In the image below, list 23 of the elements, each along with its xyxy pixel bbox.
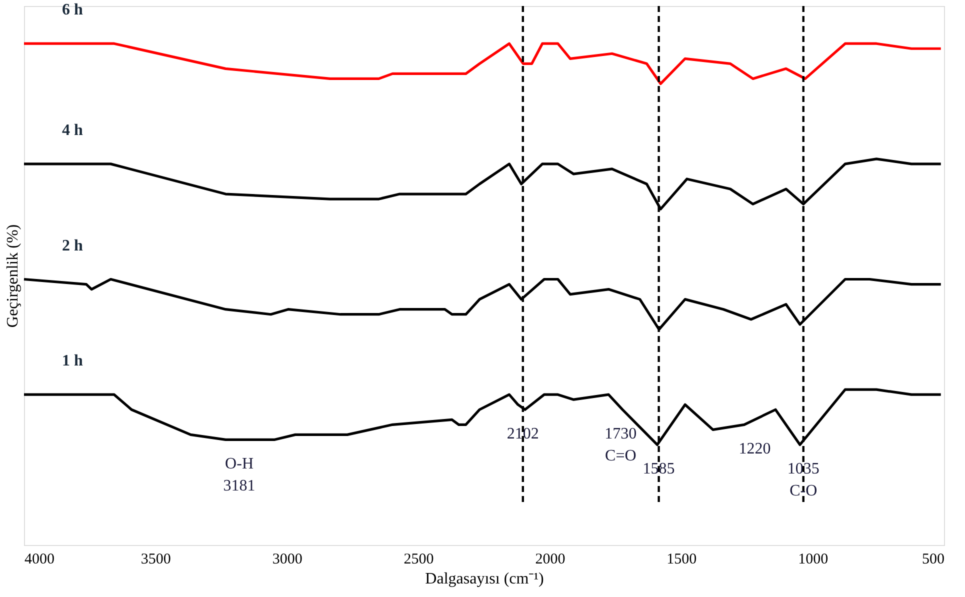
x-tick-label: 2000: [535, 552, 566, 568]
x-tick-label: 1000: [798, 552, 828, 568]
x-tick-label: 3000: [272, 552, 302, 568]
annotation: 2102: [506, 426, 539, 443]
x-tick-label: 4000: [24, 552, 54, 568]
series-label: 4 h: [62, 122, 83, 139]
annotation: 1730: [604, 426, 637, 443]
annotation: C-O: [790, 482, 818, 500]
y-axis-title: Geçirgenlik (%): [4, 224, 22, 328]
x-tick-label: 500: [922, 552, 944, 568]
series-label: 6 h: [62, 2, 83, 19]
series-label: 1 h: [62, 352, 83, 370]
annotation: 3181: [223, 478, 256, 495]
annotation: 1585: [642, 460, 675, 478]
annotation: O-H: [225, 456, 254, 473]
series-label: 2 h: [62, 237, 83, 254]
x-tick-label: 2500: [404, 552, 434, 568]
annotation: 1220: [738, 440, 771, 458]
x-tick-label: 1500: [666, 552, 697, 568]
x-axis-title: Dalgasayısı (cm⁻¹): [425, 570, 544, 588]
annotation: 1035: [787, 460, 820, 478]
annotation: C=O: [605, 448, 636, 465]
x-tick-label: 3500: [140, 552, 171, 568]
